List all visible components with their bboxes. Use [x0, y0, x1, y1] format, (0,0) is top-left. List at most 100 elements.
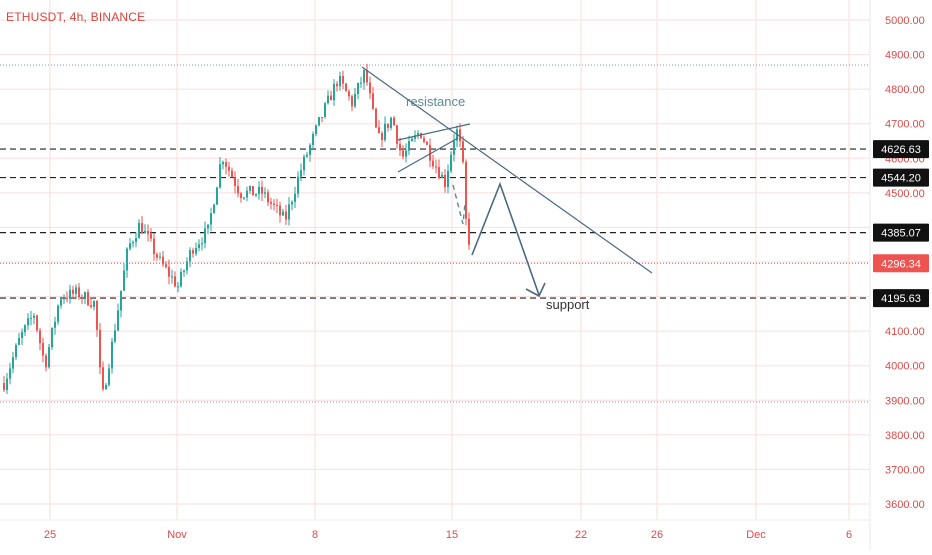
candle-body — [441, 174, 443, 179]
candle-body — [138, 223, 140, 239]
channel-upper-line — [397, 123, 471, 141]
price-level-tag-text: 4195.63 — [881, 293, 921, 305]
candle-body — [93, 301, 95, 307]
x-tick-label: 6 — [846, 529, 852, 541]
candle-body — [36, 315, 38, 331]
candle-body — [309, 144, 311, 155]
candle-body — [345, 83, 347, 92]
candle-body — [375, 108, 377, 128]
candle-body — [459, 129, 461, 142]
candle-body — [327, 95, 329, 104]
candle-body — [123, 270, 125, 291]
candle-body — [63, 298, 65, 300]
candle-body — [411, 138, 413, 142]
candle-body — [255, 194, 257, 196]
candle-body — [324, 103, 326, 118]
price-level-tag-text: 4626.63 — [881, 144, 921, 156]
candle-body — [30, 317, 32, 319]
candle-body — [69, 289, 71, 299]
candle-body — [360, 82, 362, 84]
candle-body — [447, 170, 449, 188]
candle-body — [216, 187, 218, 205]
candle-body — [198, 244, 200, 248]
candle-body — [366, 70, 368, 83]
price-level-tag-text: 4544.20 — [881, 173, 921, 185]
candle-body — [66, 298, 68, 300]
candle-body — [357, 83, 359, 95]
candle-body — [381, 133, 383, 140]
candle-body — [231, 170, 233, 178]
candle-body — [42, 343, 44, 356]
candle-body — [45, 355, 47, 368]
candle-body — [177, 286, 179, 288]
candle-body — [462, 141, 464, 162]
candle-body — [399, 143, 401, 151]
candle-body — [87, 292, 89, 306]
price-level-tag — [873, 289, 929, 308]
price-level-tag-text: 4296.34 — [881, 258, 921, 270]
candle-body — [114, 330, 116, 342]
candle-body — [372, 93, 374, 109]
candle-body — [228, 166, 230, 171]
candle-body — [237, 186, 239, 194]
candle-body — [402, 150, 404, 157]
candle-body — [168, 266, 170, 277]
candle-body — [387, 123, 389, 128]
support-label: support — [546, 297, 590, 312]
candle-body — [408, 141, 410, 151]
x-tick-label: 26 — [651, 529, 663, 541]
price-level-tag — [873, 168, 929, 187]
candle-body — [147, 230, 149, 234]
drawing-layer: resistance support — [361, 66, 653, 312]
candle-body — [186, 261, 188, 271]
candle-body — [453, 140, 455, 155]
candle-body — [465, 161, 467, 219]
candle-body — [333, 83, 335, 101]
candle-body — [204, 228, 206, 244]
candle-body — [48, 347, 50, 368]
candle-body — [57, 305, 59, 322]
candle-body — [297, 176, 299, 194]
candle-body — [222, 162, 224, 165]
candle-body — [234, 177, 236, 187]
candle-body — [126, 248, 128, 271]
candle-body — [258, 186, 260, 195]
candle-body — [27, 318, 29, 326]
chart-title: ETHUSDT, 4h, BINANCE — [6, 10, 146, 24]
candle-body — [180, 271, 182, 287]
candle-body — [162, 256, 164, 265]
x-tick-label: Dec — [746, 529, 766, 541]
candle-body — [189, 250, 191, 262]
candle-body — [261, 186, 263, 194]
y-tick-label: 4700.00 — [885, 119, 925, 131]
candle-body — [363, 70, 365, 83]
candle-body — [315, 125, 317, 134]
candle-body — [195, 247, 197, 254]
y-tick-label: 4500.00 — [885, 188, 925, 200]
candle-body — [249, 186, 251, 191]
candle-body — [201, 243, 203, 245]
candle-body — [108, 368, 110, 385]
candle-body — [219, 164, 221, 188]
candle-body — [51, 327, 53, 348]
candle-body — [225, 162, 227, 167]
candle-body — [72, 289, 74, 294]
candle-body — [330, 95, 332, 101]
last-price-tag — [873, 254, 929, 273]
candle-body — [6, 378, 8, 390]
candle-body — [90, 305, 92, 307]
candle-body — [102, 367, 104, 390]
candle-body — [420, 133, 422, 139]
grid-layer — [0, 0, 870, 520]
candle-body — [15, 344, 17, 358]
tag-layer: 4626.63 4544.20 4385.07 4195.63 4296.34 — [873, 140, 929, 308]
candle-body — [159, 256, 161, 258]
x-tick-label: 22 — [575, 529, 587, 541]
projection-dashed-path — [452, 184, 466, 225]
candle-body — [450, 154, 452, 171]
candle-body — [264, 192, 266, 194]
candle-body — [435, 166, 437, 168]
